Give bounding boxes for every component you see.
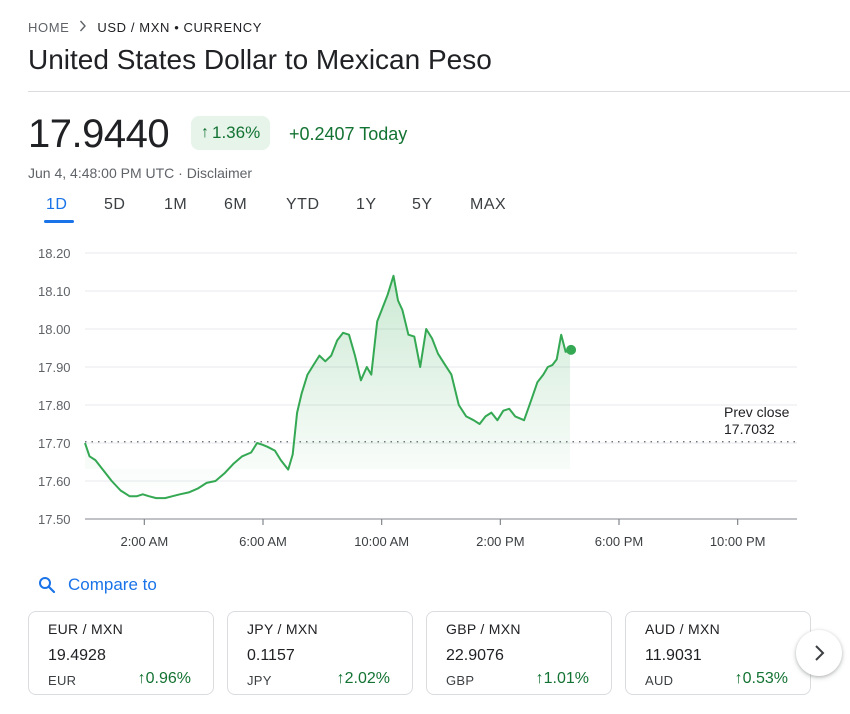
- card-code: EUR: [48, 673, 77, 688]
- x-axis: 2:00 AM 6:00 AM 10:00 AM 2:00 PM 6:00 PM 10:0…: [85, 518, 797, 549]
- compare-card-gbp[interactable]: GBP / MXN 22.9076 GBP ↑1.01%: [426, 611, 612, 695]
- price-chart[interactable]: 17.50 17.60 17.70 17.80 17.90 18.00 18.10 18.20…: [0, 236, 850, 556]
- tab-ytd[interactable]: YTD: [286, 196, 320, 213]
- tab-max[interactable]: MAX: [470, 196, 507, 213]
- card-pair: GBP / MXN: [446, 621, 521, 637]
- tab-1m[interactable]: 1M: [164, 196, 188, 213]
- search-icon: [39, 577, 56, 594]
- prev-close-label: Prev close: [724, 404, 790, 420]
- card-change-value: 0.96%: [145, 670, 191, 687]
- arrow-up-icon: ↑: [201, 124, 209, 141]
- x-tick-label: 2:00 AM: [120, 534, 168, 549]
- percent-change-badge: ↑ 1.36%: [191, 116, 271, 150]
- compare-to-button[interactable]: Compare to: [38, 575, 157, 595]
- card-code: JPY: [247, 673, 272, 688]
- y-tick-label: 17.50: [38, 512, 71, 527]
- arrow-up-icon: ↑: [137, 670, 146, 687]
- card-pair: AUD / MXN: [645, 621, 721, 637]
- card-code: GBP: [446, 673, 475, 688]
- tab-1y[interactable]: 1Y: [356, 196, 377, 213]
- tab-6m[interactable]: 6M: [224, 196, 248, 213]
- card-value: 11.9031: [645, 647, 702, 664]
- percent-change-value: 1.36%: [212, 123, 261, 142]
- price-line: [84, 274, 571, 500]
- card-change-value: 1.01%: [543, 670, 589, 687]
- absolute-change: +0.2407 Today: [289, 124, 408, 144]
- current-price-dot: [566, 344, 577, 355]
- arrow-up-icon: ↑: [336, 670, 345, 687]
- y-tick-label: 17.90: [38, 360, 71, 375]
- card-value: 19.4928: [48, 647, 106, 664]
- tab-1d[interactable]: 1D: [46, 196, 68, 213]
- y-axis-labels: 17.50 17.60 17.70 17.80 17.90 18.00 18.10 18.20: [38, 246, 71, 527]
- card-code: AUD: [645, 673, 674, 688]
- prev-close-value: 17.7032: [724, 421, 775, 437]
- next-cards-button[interactable]: [796, 630, 842, 676]
- x-tick-label: 6:00 AM: [239, 534, 287, 549]
- card-change-value: 0.53%: [742, 670, 788, 687]
- x-tick-label: 6:00 PM: [595, 534, 643, 549]
- x-tick-label: 2:00 PM: [476, 534, 524, 549]
- card-change: ↑0.53%: [735, 670, 788, 688]
- tab-5y[interactable]: 5Y: [412, 196, 433, 213]
- breadcrumb: HOME USD / MXN • CURRENCY: [28, 20, 262, 35]
- breadcrumb-home[interactable]: HOME: [28, 20, 70, 35]
- timestamp-text: Jun 4, 4:48:00 PM UTC: [28, 165, 175, 181]
- card-change: ↑2.02%: [337, 670, 390, 688]
- chevron-right-icon: [815, 645, 825, 661]
- disclaimer-link[interactable]: Disclaimer: [186, 165, 253, 181]
- breadcrumb-current: USD / MXN • CURRENCY: [97, 20, 263, 35]
- y-tick-label: 17.80: [38, 398, 71, 413]
- compare-to-label: Compare to: [68, 575, 157, 594]
- quote-timestamp: Jun 4, 4:48:00 PM UTC · Disclaimer: [28, 165, 252, 181]
- y-tick-label: 18.10: [38, 284, 71, 299]
- arrow-up-icon: ↑: [734, 670, 743, 687]
- card-pair: EUR / MXN: [48, 621, 124, 637]
- card-change: ↑0.96%: [138, 670, 191, 688]
- card-value: 22.9076: [446, 647, 504, 664]
- y-tick-label: 17.70: [38, 436, 71, 451]
- compare-card-eur[interactable]: EUR / MXN 19.4928 EUR ↑0.96%: [28, 611, 214, 695]
- tab-active-indicator: [44, 220, 74, 223]
- card-change-value: 2.02%: [344, 670, 390, 687]
- y-tick-label: 18.00: [38, 322, 71, 337]
- card-pair: JPY / MXN: [247, 621, 318, 637]
- price-area: [85, 275, 570, 499]
- x-tick-label: 10:00 AM: [354, 534, 409, 549]
- y-tick-label: 17.60: [38, 474, 71, 489]
- header-divider: [28, 91, 850, 92]
- arrow-up-icon: ↑: [535, 670, 544, 687]
- card-change: ↑1.01%: [536, 670, 589, 688]
- chevron-right-icon: [79, 20, 87, 35]
- card-value: 0.1157: [247, 647, 295, 664]
- tab-5d[interactable]: 5D: [104, 196, 126, 213]
- y-tick-label: 18.20: [38, 246, 71, 261]
- compare-card-jpy[interactable]: JPY / MXN 0.1157 JPY ↑2.02%: [227, 611, 413, 695]
- timestamp-separator: ·: [174, 165, 187, 181]
- x-tick-label: 10:00 PM: [710, 534, 766, 549]
- page-title: United States Dollar to Mexican Peso: [28, 44, 492, 75]
- current-price: 17.9440: [28, 112, 170, 156]
- compare-card-aud[interactable]: AUD / MXN 11.9031 AUD ↑0.53%: [625, 611, 811, 695]
